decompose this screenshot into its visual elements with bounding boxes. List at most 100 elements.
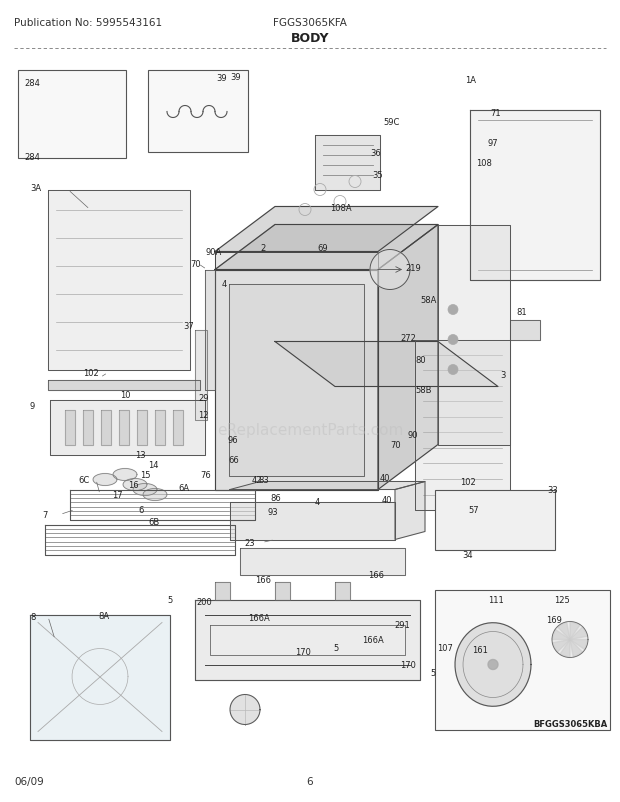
Polygon shape [143,489,167,501]
Text: 111: 111 [488,595,503,604]
Polygon shape [173,410,183,445]
Polygon shape [438,225,510,445]
Polygon shape [123,479,147,491]
Text: 6: 6 [138,505,143,514]
Text: 125: 125 [554,595,570,604]
Text: 3: 3 [500,371,505,379]
Text: 33: 33 [547,485,558,494]
Text: 6: 6 [307,776,313,787]
Text: FGGS3065KFA: FGGS3065KFA [273,18,347,27]
Text: 71: 71 [490,109,500,118]
Polygon shape [83,410,93,445]
Circle shape [448,305,458,315]
Polygon shape [38,91,50,100]
Text: 5: 5 [167,595,172,604]
Polygon shape [570,622,580,640]
Text: 13: 13 [135,451,146,460]
Polygon shape [215,225,438,270]
Text: 39: 39 [216,74,227,83]
Text: 108A: 108A [330,204,352,213]
Polygon shape [229,284,364,476]
Text: 291: 291 [394,620,410,630]
Polygon shape [570,640,583,658]
Text: 5: 5 [430,668,435,677]
Text: 8: 8 [30,612,35,622]
Polygon shape [552,622,588,658]
Polygon shape [93,474,117,486]
Text: 59C: 59C [383,118,399,127]
Text: 70: 70 [190,260,201,269]
Text: 102: 102 [83,369,99,378]
Text: 66: 66 [228,456,239,464]
Text: 83: 83 [258,476,268,484]
Text: 166A: 166A [362,635,384,644]
Polygon shape [557,622,570,640]
Text: 90: 90 [408,431,419,439]
Text: 69: 69 [317,244,327,253]
Text: 40: 40 [382,496,392,504]
Polygon shape [215,207,438,252]
Polygon shape [65,410,75,445]
Polygon shape [101,410,111,445]
Text: 170: 170 [295,647,311,656]
Text: 86: 86 [270,493,281,502]
Text: 76: 76 [200,471,211,480]
Polygon shape [275,342,498,387]
Text: 97: 97 [488,139,498,148]
Polygon shape [275,581,290,600]
Text: 23: 23 [244,538,255,547]
Polygon shape [488,660,498,670]
Text: 58B: 58B [415,386,432,395]
Text: 107: 107 [437,643,453,652]
Polygon shape [205,270,215,390]
Polygon shape [48,190,190,370]
Text: 12: 12 [198,411,208,419]
Polygon shape [415,340,510,510]
Polygon shape [215,581,230,600]
Polygon shape [32,100,75,120]
Text: 36: 36 [370,149,381,158]
Polygon shape [455,623,531,707]
Text: 06/09: 06/09 [14,776,44,787]
Text: 108: 108 [476,159,492,168]
Text: 29: 29 [198,394,208,403]
Polygon shape [552,640,570,652]
Polygon shape [133,484,157,496]
Polygon shape [470,111,600,280]
Text: 166: 166 [255,575,271,585]
Text: 200: 200 [196,597,212,606]
Text: 4: 4 [222,280,228,289]
Polygon shape [48,380,200,390]
Circle shape [448,335,458,345]
Text: 2: 2 [260,244,265,253]
Polygon shape [315,136,380,190]
Text: eReplacementParts.com: eReplacementParts.com [217,423,403,437]
Text: 14: 14 [148,460,159,469]
Polygon shape [378,225,438,490]
Text: 6C: 6C [78,476,89,484]
Polygon shape [113,469,137,481]
Text: 96: 96 [228,435,239,444]
Bar [18,71,126,158]
Text: 17: 17 [112,490,123,500]
Polygon shape [195,600,420,679]
Bar [435,589,610,730]
Text: 272: 272 [400,334,416,342]
Text: 169: 169 [546,615,562,624]
Text: 8A: 8A [98,611,109,620]
Text: 16: 16 [128,480,139,489]
Text: 166A: 166A [248,614,270,622]
Text: Publication No: 5995543161: Publication No: 5995543161 [14,18,162,27]
Polygon shape [195,330,207,420]
Text: 1A: 1A [465,76,476,85]
Text: 81: 81 [516,308,526,317]
Text: 284: 284 [24,79,40,88]
Text: 102: 102 [460,477,476,486]
Text: 58A: 58A [420,296,436,305]
Text: 93: 93 [268,508,278,516]
Text: 9: 9 [30,402,35,411]
Text: 39: 39 [230,73,241,82]
Text: 42: 42 [252,476,262,484]
Polygon shape [215,252,378,270]
Polygon shape [370,250,410,290]
